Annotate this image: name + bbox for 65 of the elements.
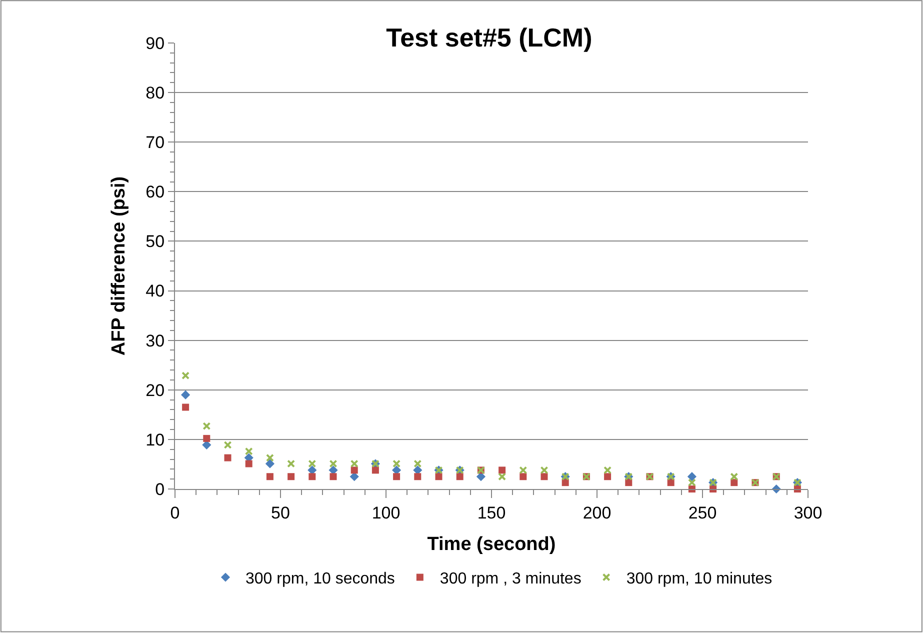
chart-title: Test set#5 (LCM) — [386, 22, 592, 53]
x-tick-label: 50 — [271, 503, 290, 522]
y-tick-label: 90 — [146, 34, 165, 53]
point — [329, 460, 338, 468]
y-tick-label: 40 — [146, 282, 165, 301]
point — [266, 473, 274, 480]
y-axis-title: AFP difference (psi) — [108, 176, 130, 356]
point — [392, 460, 401, 468]
legend-label: 300 rpm, 10 minutes — [626, 570, 772, 588]
x-axis-title: Time (second) — [427, 534, 556, 556]
x-tick-label: 200 — [582, 503, 612, 522]
point — [625, 479, 632, 486]
point — [498, 472, 506, 481]
point — [435, 473, 442, 480]
x-tick-label: 100 — [372, 503, 400, 522]
point — [308, 473, 316, 480]
point — [540, 473, 548, 480]
point — [182, 372, 190, 380]
point — [372, 466, 379, 474]
point — [540, 466, 548, 474]
point — [288, 473, 295, 480]
point — [202, 422, 211, 430]
point — [350, 466, 358, 474]
x-tick-label: 250 — [688, 503, 717, 522]
point — [393, 473, 400, 480]
point — [520, 473, 527, 480]
point — [687, 472, 696, 482]
point — [330, 473, 337, 480]
point — [181, 390, 190, 400]
point — [688, 478, 696, 487]
point — [730, 472, 738, 481]
point — [224, 454, 232, 462]
y-tick-label: 20 — [146, 380, 165, 400]
point — [604, 473, 612, 480]
point — [266, 454, 274, 462]
point — [562, 479, 569, 486]
point — [224, 440, 232, 449]
y-tick-label: 0 — [155, 480, 165, 499]
point — [414, 473, 422, 480]
point — [350, 460, 358, 468]
point — [519, 466, 528, 474]
point — [414, 460, 422, 468]
point — [308, 460, 316, 468]
legend-label: 300 rpm, 10 seconds — [246, 570, 395, 588]
y-tick-label: 50 — [146, 232, 165, 252]
point — [244, 447, 253, 456]
point — [730, 479, 738, 486]
y-tick-label: 30 — [146, 331, 165, 350]
legend-label: 300 rpm , 3 minutes — [440, 570, 582, 588]
point — [667, 479, 674, 486]
y-tick-label: 80 — [146, 84, 165, 103]
x-tick-label: 150 — [477, 503, 506, 522]
y-tick-label: 70 — [146, 133, 165, 152]
x-tick-label: 0 — [170, 503, 180, 522]
x-tick-label: 300 — [794, 503, 822, 522]
point — [287, 460, 296, 468]
point — [203, 434, 210, 442]
point — [456, 473, 464, 480]
point — [604, 466, 612, 474]
point — [182, 404, 190, 411]
point — [265, 459, 274, 468]
point — [498, 466, 506, 474]
y-tick-label: 10 — [146, 430, 165, 450]
point — [245, 460, 252, 468]
y-tick-label: 60 — [146, 182, 165, 202]
